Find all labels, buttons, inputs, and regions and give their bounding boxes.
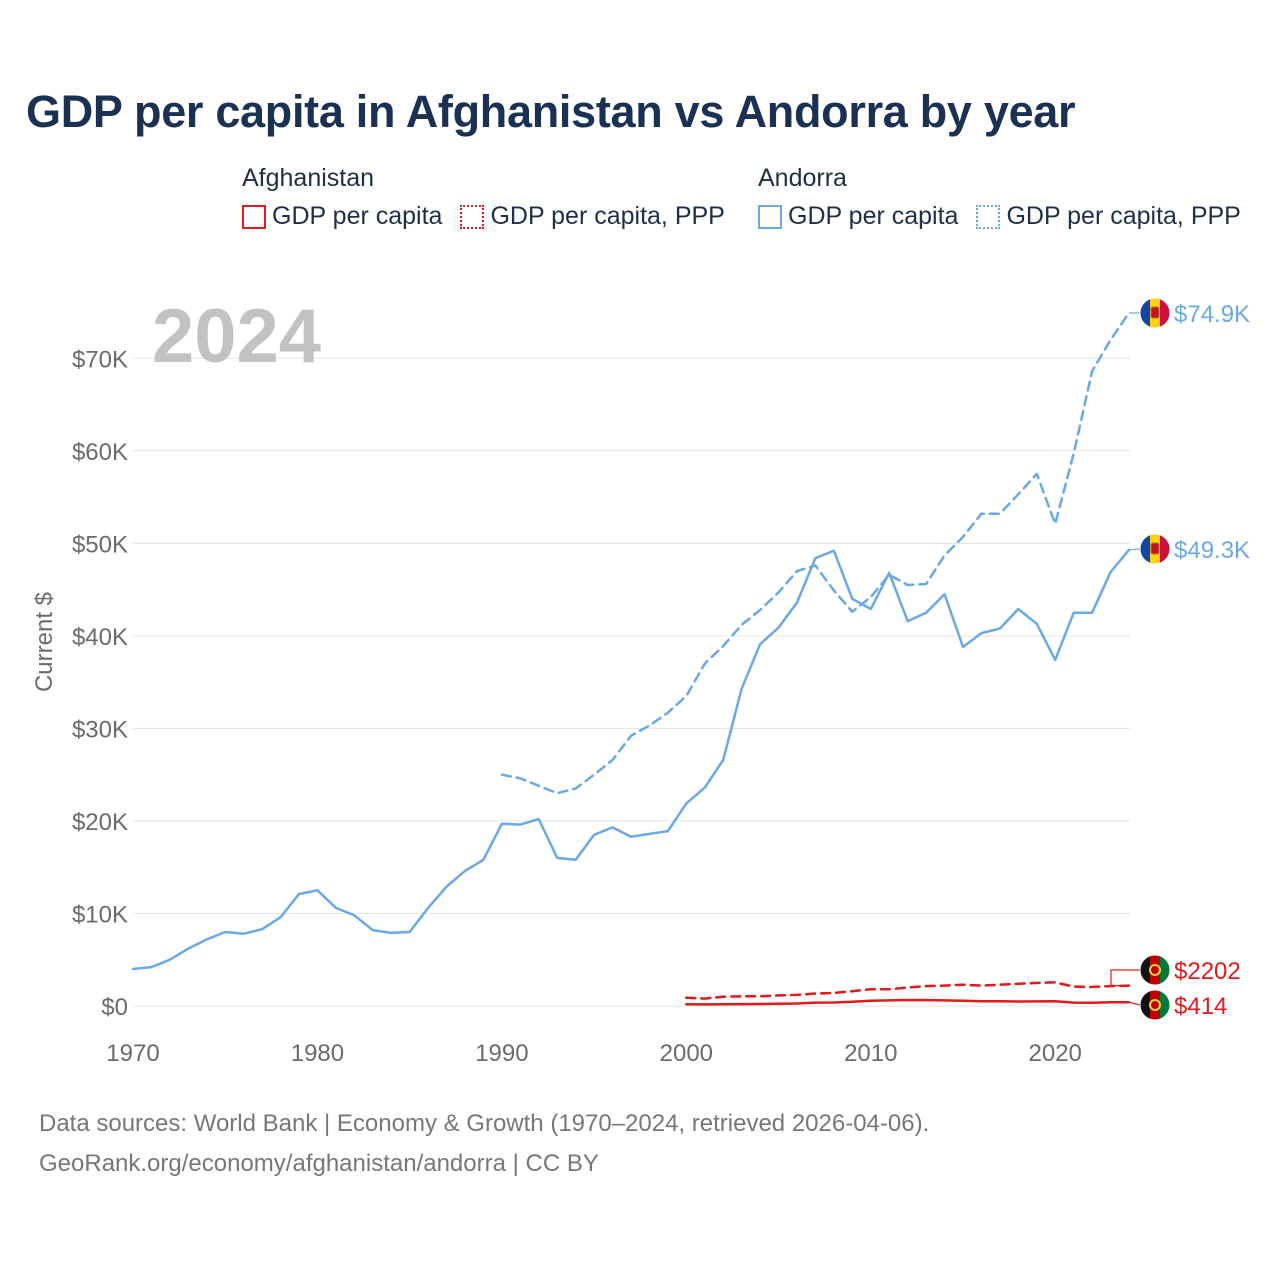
- series-line-afghanistan[interactable]: [685, 998, 1131, 1006]
- end-marker-andorra: $49.3K: [1128, 533, 1250, 565]
- label-connector: [1110, 969, 1140, 987]
- legend-group-andorra: Andorra GDP per capita GDP per capita, P…: [758, 160, 1241, 231]
- flag-stripe: [1160, 955, 1170, 985]
- legend-group-title: Afghanistan: [242, 164, 375, 192]
- year-watermark: 2024: [152, 294, 321, 379]
- flag-stripe: [1160, 298, 1170, 328]
- flag-emblem: [1149, 964, 1161, 976]
- end-marker-afghanistan: $2202: [1110, 954, 1241, 987]
- y-tick-label: $50K: [72, 531, 128, 558]
- end-value-label: $74.9K: [1174, 301, 1250, 328]
- y-tick-label: $40K: [72, 624, 128, 651]
- flag-emblem: [1150, 306, 1160, 319]
- label-connector: [1128, 1001, 1141, 1006]
- y-tick-label: $20K: [72, 809, 128, 836]
- legend-item-andorra-gdp[interactable]: GDP per capita: [758, 202, 958, 231]
- x-tick-label: 2020: [1029, 1040, 1082, 1067]
- flag-andorra-icon: [1139, 297, 1171, 329]
- legend-item-label: GDP per capita: [272, 202, 443, 230]
- flag-afghanistan-icon: [1139, 954, 1171, 986]
- flag-stripe: [1140, 298, 1150, 328]
- flag-andorra-icon: [1139, 533, 1171, 565]
- y-axis-label: Current $: [31, 592, 58, 692]
- legend-item-afghanistan-gdp-ppp[interactable]: GDP per capita, PPP: [460, 202, 725, 231]
- data-sources-text: Data sources: World Bank | Economy & Gro…: [39, 1110, 930, 1137]
- legend-swatch-solid: [242, 204, 266, 229]
- y-tick-label: $70K: [72, 346, 128, 373]
- legend-item-andorra-gdp-ppp[interactable]: GDP per capita, PPP: [976, 202, 1241, 231]
- legend-swatch-dotted: [460, 204, 485, 229]
- x-tick-label: 2000: [660, 1040, 713, 1067]
- legend-item-label: GDP per capita: [788, 202, 959, 230]
- y-tick-label: $30K: [72, 716, 128, 743]
- x-tick-label: 1990: [475, 1040, 528, 1067]
- footer: Data sources: World Bank | Economy & Gro…: [39, 1104, 929, 1184]
- legend-swatch-dotted: [976, 204, 1001, 229]
- label-connector: [1128, 548, 1141, 551]
- chart-title: GDP per capita in Afghanistan vs Andorra…: [26, 86, 1076, 137]
- end-value-label: $414: [1174, 993, 1227, 1020]
- end-marker-andorra: $74.9K: [1128, 297, 1250, 329]
- flag-afghanistan-icon: [1139, 989, 1171, 1021]
- series-line-andorra-ppp[interactable]: [500, 311, 1131, 795]
- end-value-label: $2202: [1174, 958, 1241, 985]
- legend-item-afghanistan-gdp[interactable]: GDP per capita: [242, 202, 442, 231]
- attribution-link[interactable]: GeoRank.org/economy/afghanistan/andorra …: [39, 1150, 599, 1177]
- flag-stripe: [1140, 955, 1150, 985]
- y-tick-label: $60K: [72, 439, 128, 466]
- flag-stripe: [1150, 990, 1160, 1020]
- legend-group-afghanistan: Afghanistan GDP per capita GDP per capit…: [242, 160, 725, 231]
- legend-item-label: GDP per capita, PPP: [1006, 202, 1241, 230]
- flag-emblem: [1149, 999, 1161, 1011]
- end-value-label: $49.3K: [1174, 537, 1250, 564]
- y-tick-label: $0: [101, 994, 128, 1021]
- x-tick-label: 1970: [106, 1040, 159, 1067]
- line-chart: 2024 Current $ $0 $10K $20K $30K $40K $50K $60…: [31, 294, 1250, 1067]
- flag-stripe: [1140, 990, 1150, 1020]
- x-tick-label: 2010: [844, 1040, 897, 1067]
- legend-swatch-solid: [758, 204, 782, 229]
- series-line-afghanistan-ppp[interactable]: [685, 981, 1131, 1000]
- series-line-andorra[interactable]: [131, 548, 1131, 971]
- legend-group-title: Andorra: [758, 164, 847, 192]
- y-tick-label: $10K: [72, 901, 128, 928]
- flag-emblem: [1150, 542, 1160, 555]
- flag-stripe: [1150, 955, 1160, 985]
- x-tick-label: 1980: [291, 1040, 344, 1067]
- end-marker-afghanistan: $414: [1128, 989, 1227, 1021]
- flag-stripe: [1160, 534, 1170, 564]
- flag-stripe: [1160, 990, 1170, 1020]
- flag-stripe: [1140, 534, 1150, 564]
- legend-item-label: GDP per capita, PPP: [490, 202, 725, 230]
